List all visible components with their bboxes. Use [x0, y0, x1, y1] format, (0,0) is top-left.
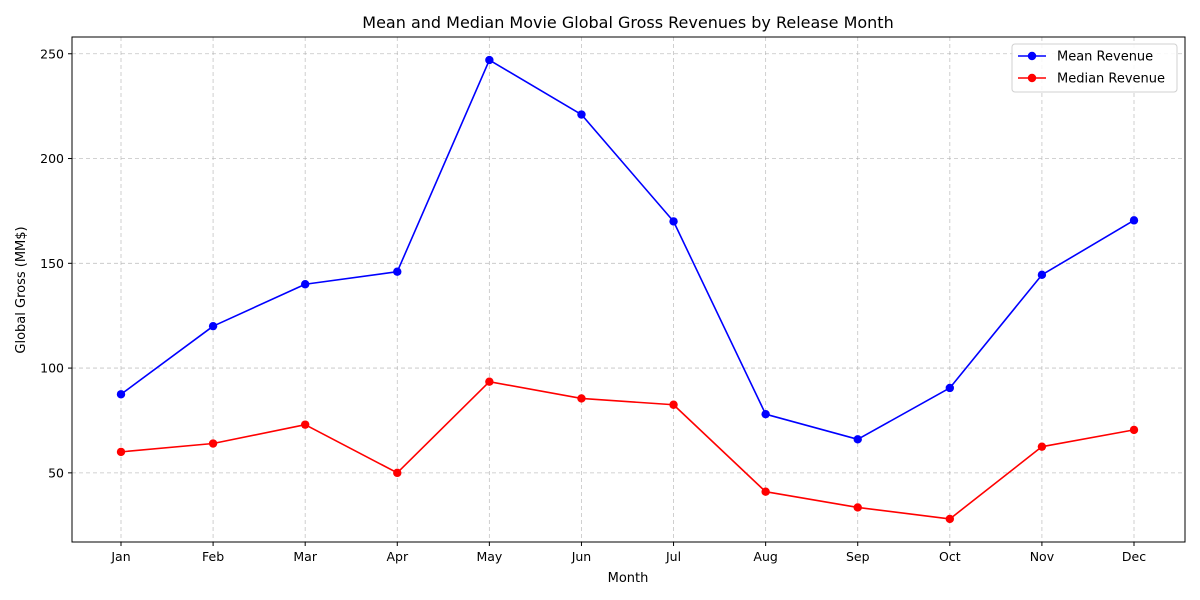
x-tick-label: Nov — [1030, 549, 1055, 564]
data-point — [945, 514, 955, 524]
data-point — [1037, 442, 1047, 451]
data-point — [485, 377, 494, 386]
data-point — [393, 267, 402, 276]
legend-label: Mean Revenue — [1057, 50, 1153, 65]
x-tick-label: May — [476, 549, 502, 564]
data-point — [945, 383, 955, 393]
data-point — [116, 390, 126, 399]
data-point — [853, 435, 862, 444]
x-tick-label: Dec — [1122, 549, 1146, 564]
legend-box — [1011, 43, 1178, 93]
data-point — [300, 420, 310, 429]
data-point — [1037, 270, 1047, 280]
data-point — [300, 280, 310, 289]
data-point — [669, 400, 678, 409]
legend-marker — [1027, 51, 1037, 61]
data-point — [853, 503, 862, 512]
data-point — [485, 55, 494, 65]
x-tick-label: Jun — [571, 549, 592, 564]
ticks: Jan Feb Mar Apr May Jun Jul Aug Sep Oct Nov Dec 50 10… — [40, 46, 1146, 564]
x-tick-label: Apr — [386, 549, 408, 564]
data-point — [208, 321, 218, 331]
plot-frame — [71, 36, 1186, 543]
y-tick-label: 100 — [40, 361, 64, 376]
data-point — [116, 447, 126, 457]
legend: Mean Revenue Median Revenue — [1011, 43, 1178, 93]
data-point — [577, 394, 586, 403]
x-tick-label: Oct — [939, 549, 961, 564]
y-tick-label: 200 — [40, 151, 64, 166]
chart-title: Mean and Median Movie Global Gross Reven… — [362, 13, 893, 32]
y-axis-label: Global Gross (MM$) — [14, 226, 29, 353]
series-line — [120, 59, 1135, 441]
data-point — [669, 217, 678, 226]
legend-marker — [1027, 73, 1037, 83]
data-point — [577, 110, 586, 119]
x-tick-label: Jul — [665, 549, 681, 564]
x-tick-label: Aug — [753, 549, 777, 564]
x-tick-label: Jan — [110, 549, 130, 564]
grid — [72, 37, 1185, 542]
y-tick-label: 150 — [40, 256, 64, 271]
x-axis-label: Month — [608, 571, 649, 586]
x-tick-label: Mar — [293, 549, 317, 564]
data-point — [208, 439, 218, 448]
data-point — [393, 468, 402, 478]
data-point — [761, 487, 770, 496]
data-point — [1129, 425, 1139, 435]
y-tick-label: 50 — [48, 465, 64, 480]
legend-label: Median Revenue — [1057, 72, 1165, 87]
data-point — [761, 409, 770, 419]
data-point — [1129, 216, 1139, 225]
series-layer — [116, 55, 1139, 524]
series-line — [120, 380, 1135, 520]
x-tick-label: Feb — [202, 549, 224, 564]
y-tick-label: 250 — [40, 46, 64, 61]
x-tick-label: Sep — [846, 549, 870, 564]
